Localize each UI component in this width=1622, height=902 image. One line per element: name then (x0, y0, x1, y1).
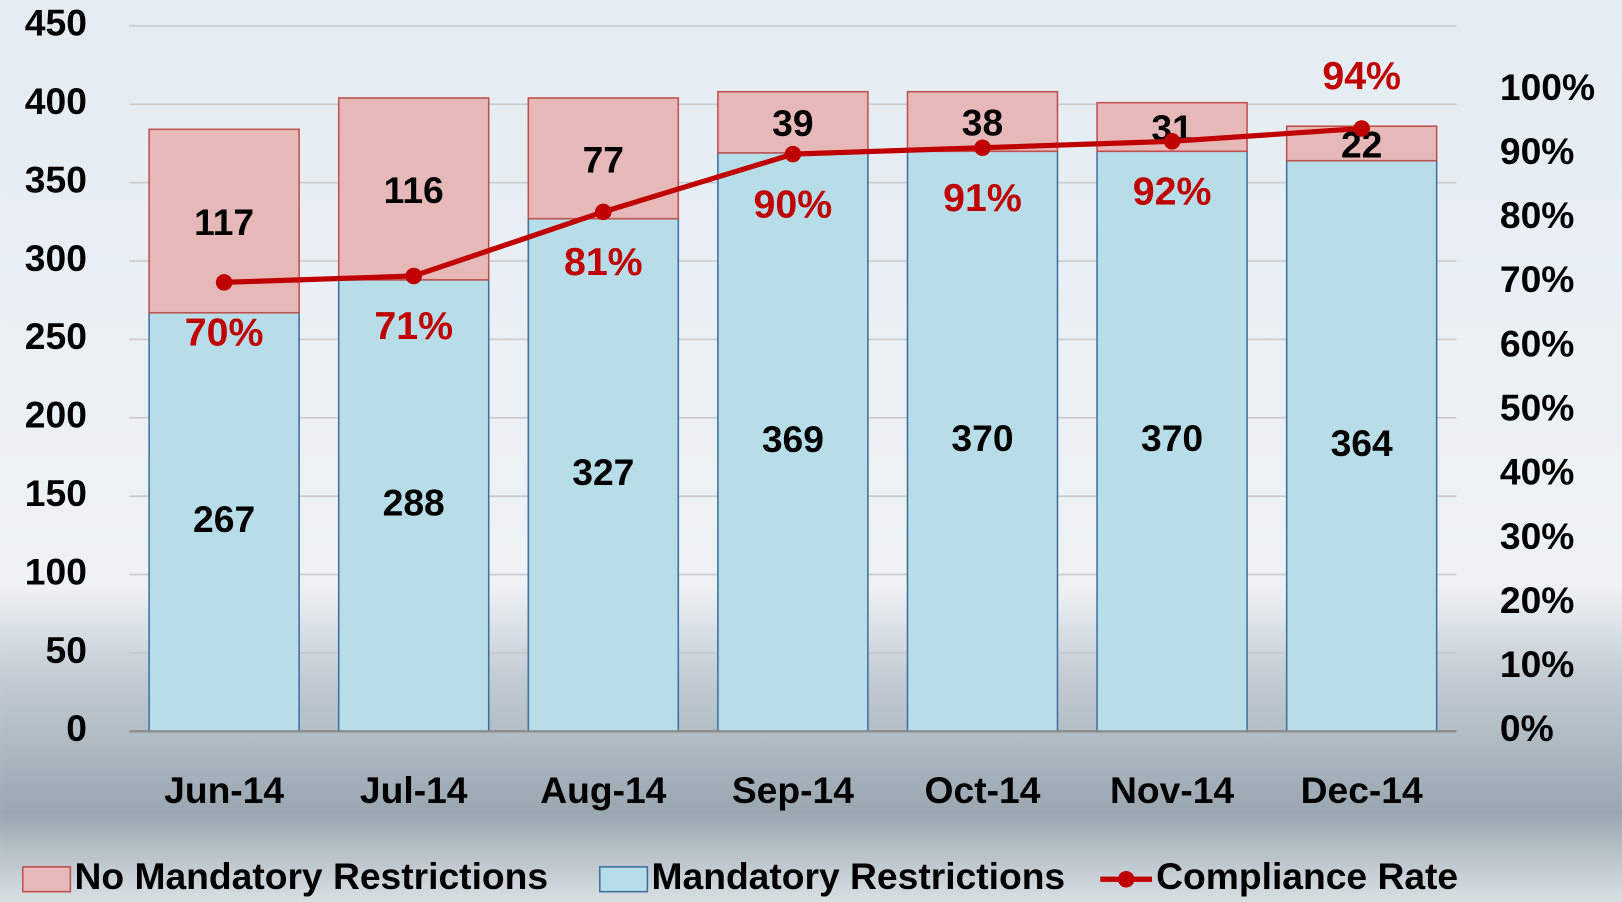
line-point (595, 203, 612, 221)
x-tick-label: Aug-14 (540, 769, 666, 811)
x-tick-label: Jun-14 (164, 769, 284, 811)
data-label: 117 (194, 201, 254, 243)
y2-tick-label: 80% (1500, 194, 1575, 236)
x-tick-label: Oct-14 (925, 769, 1041, 811)
line-point (1163, 133, 1181, 150)
y2-tick-label: 40% (1500, 451, 1575, 493)
bar (148, 311, 300, 733)
y2-tick-label: 100% (1500, 66, 1595, 108)
data-label: 288 (383, 481, 445, 523)
bar (1285, 159, 1438, 733)
y2-tick-label: 60% (1500, 322, 1575, 364)
line-point (1353, 120, 1370, 137)
data-label: 38 (962, 101, 1003, 143)
legend-label: Compliance Rate (1156, 855, 1458, 897)
line-label: 94% (1322, 54, 1401, 98)
line-point (974, 139, 991, 156)
data-label: 39 (772, 102, 813, 144)
x-tick-label: Jul-14 (360, 769, 468, 811)
legend-label: Mandatory Restrictions (652, 855, 1066, 897)
data-label: 369 (762, 418, 824, 460)
line-point (405, 267, 422, 285)
legend-marker (599, 866, 649, 893)
y2-tick-label: 90% (1500, 130, 1575, 172)
line-label: 71% (374, 304, 453, 348)
line-point (215, 274, 233, 291)
y-tick-label: 250 (25, 315, 87, 357)
line-label: 91% (943, 176, 1022, 220)
y-tick-label: 300 (25, 237, 87, 279)
y-tick-label: 200 (25, 394, 87, 436)
y-tick-label: 0 (66, 707, 87, 749)
line-label: 81% (564, 240, 643, 284)
data-label: 327 (572, 451, 634, 493)
y2-tick-label: 0% (1500, 707, 1554, 749)
legend-marker (22, 866, 72, 893)
bar (527, 217, 680, 733)
bar (906, 150, 1059, 733)
data-label: 370 (1141, 417, 1203, 459)
legend-label: No Mandatory Restrictions (75, 855, 549, 897)
y-tick-label: 400 (25, 80, 87, 122)
line-label: 90% (754, 182, 833, 226)
y-tick-label: 50 (46, 629, 87, 671)
y2-tick-label: 20% (1500, 579, 1575, 621)
y-tick-label: 450 (25, 2, 87, 44)
data-label: 364 (1331, 422, 1393, 464)
x-tick-label: Dec-14 (1301, 769, 1423, 811)
line-point (784, 145, 802, 163)
y2-tick-label: 30% (1500, 515, 1575, 557)
data-label: 370 (951, 417, 1013, 459)
legend-marker (1117, 870, 1135, 888)
data-label: 267 (193, 498, 255, 540)
data-label: 116 (384, 169, 444, 211)
y2-tick-label: 10% (1500, 643, 1575, 685)
line-label: 70% (185, 311, 264, 355)
y2-tick-label: 70% (1500, 258, 1575, 300)
x-tick-label: Sep-14 (732, 769, 854, 811)
y-tick-label: 350 (25, 158, 87, 200)
y-tick-label: 150 (25, 472, 87, 514)
y2-tick-label: 50% (1500, 386, 1575, 428)
y-tick-label: 100 (25, 550, 87, 592)
data-label: 77 (583, 138, 624, 180)
x-tick-label: Nov-14 (1110, 769, 1234, 811)
bar (717, 90, 869, 154)
bar (337, 279, 490, 733)
bar (717, 152, 869, 733)
line-label: 92% (1133, 169, 1212, 213)
